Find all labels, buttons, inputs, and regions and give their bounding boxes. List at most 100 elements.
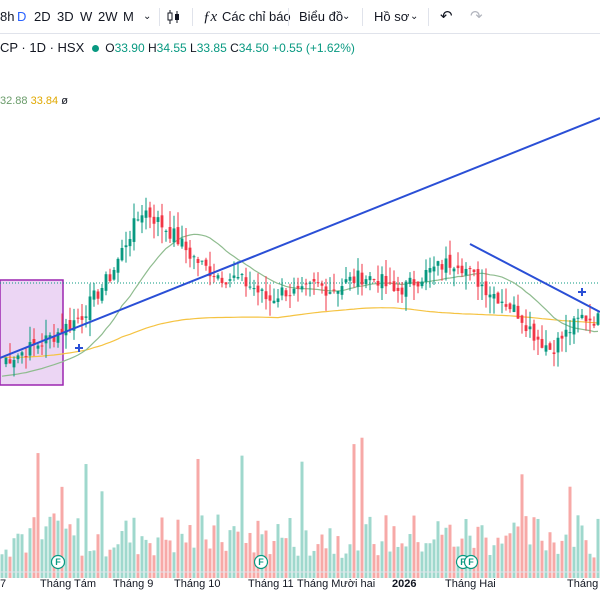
volume-bar: [572, 546, 576, 578]
candle: [164, 229, 168, 242]
candle: [208, 251, 212, 286]
profile-button[interactable]: Hồ sơ: [374, 9, 410, 24]
candle: [556, 332, 560, 367]
volume-bar: [36, 453, 40, 578]
candle: [76, 308, 80, 324]
symbol-label[interactable]: CP · 1D · HSX: [0, 40, 85, 55]
interval-2d-button[interactable]: 2D: [34, 9, 51, 24]
profile-chevron-icon[interactable]: ⌄: [410, 11, 419, 22]
volume-bar: [40, 539, 44, 578]
candle: [32, 328, 36, 357]
interval-d-button[interactable]: D: [17, 9, 27, 24]
candle: [412, 270, 416, 300]
candle: [60, 313, 64, 334]
interval-3d-button[interactable]: 3D: [57, 9, 74, 24]
toolbar-divider: [159, 8, 160, 26]
undo-icon[interactable]: ↶: [440, 8, 453, 25]
candle: [516, 294, 520, 319]
candle: [312, 272, 316, 295]
volume-bar: [172, 552, 176, 578]
candles-icon[interactable]: [167, 9, 181, 25]
volume-bar: [212, 525, 216, 578]
volume-bar: [376, 555, 380, 578]
candle: [488, 286, 492, 314]
volume-bar: [228, 530, 232, 578]
volume-bar: [192, 547, 196, 578]
candle: [364, 275, 368, 289]
volume-bar: [108, 549, 112, 578]
volume-bar: [328, 528, 332, 578]
candle: [432, 256, 436, 285]
interval-w-button[interactable]: W: [80, 9, 93, 24]
candle: [160, 203, 164, 244]
volume-bar: [324, 548, 328, 578]
volume-bar: [196, 458, 200, 578]
candle: [456, 252, 460, 275]
volume-bar: [224, 550, 228, 578]
candle: [568, 320, 572, 346]
trendline-down[interactable]: [469, 243, 600, 313]
toolbar-divider: [362, 8, 363, 26]
interval-2w-button[interactable]: 2W: [98, 9, 118, 24]
volume-bar: [380, 541, 384, 578]
indicators-button[interactable]: Các chỉ báo: [222, 9, 291, 24]
volume-bar: [232, 526, 236, 578]
candle: [156, 210, 160, 237]
volume-bar: [348, 544, 352, 578]
candle: [308, 280, 312, 297]
volume-bar: [148, 543, 152, 578]
interval-dropdown-chevron-icon[interactable]: ⌄: [143, 11, 152, 22]
fx-icon[interactable]: ƒx: [203, 9, 218, 25]
candle: [92, 282, 96, 307]
candle: [452, 266, 456, 287]
volume-bar: [208, 548, 212, 578]
candle: [72, 308, 76, 340]
candle: [384, 259, 388, 294]
volume-bar: [152, 555, 156, 578]
candle: [228, 273, 232, 288]
top-toolbar: 8h D 2D 3D W 2W M ⌄ ƒx Các chỉ báo Biểu …: [0, 0, 600, 34]
volume-bar: [364, 524, 368, 578]
chart-layout-chevron-icon[interactable]: ⌄: [342, 11, 351, 22]
volume-bars: [0, 437, 600, 578]
time-axis-label: Tháng 11: [248, 578, 294, 590]
volume-bar: [356, 550, 360, 578]
time-axis-label: 7: [0, 578, 6, 590]
candle: [284, 287, 288, 302]
volume-bar: [464, 519, 468, 578]
volume-bar: [60, 486, 64, 578]
volume-bar: [480, 525, 484, 578]
candle: [64, 318, 68, 349]
volume-bar: [560, 540, 564, 578]
candle: [520, 314, 524, 334]
trendline-up[interactable]: [0, 117, 600, 359]
candle: [264, 276, 268, 310]
candle: [424, 259, 428, 291]
candle: [320, 280, 324, 294]
candle: [472, 269, 476, 277]
candle: [244, 267, 248, 297]
interval-8h-button[interactable]: 8h: [0, 9, 15, 24]
svg-text:F: F: [258, 557, 264, 567]
redo-icon[interactable]: ↷: [470, 8, 483, 25]
chart-layout-button[interactable]: Biểu đồ: [299, 9, 344, 24]
ma-empty-value: ø: [61, 95, 68, 107]
volume-bar: [580, 525, 584, 578]
interval-m-button[interactable]: M: [123, 9, 134, 24]
volume-bar: [20, 534, 24, 578]
candle: [376, 265, 380, 293]
volume-bar: [320, 534, 324, 578]
candle: [172, 215, 176, 247]
volume-bar: [68, 524, 72, 578]
open-label: O: [105, 41, 115, 55]
volume-bar: [568, 486, 572, 578]
candle: [252, 279, 256, 296]
candle: [196, 256, 200, 277]
candle: [152, 204, 156, 239]
volume-bar: [12, 538, 16, 578]
volume-bar: [452, 546, 456, 578]
volume-bar: [504, 535, 508, 578]
candle: [96, 289, 100, 305]
